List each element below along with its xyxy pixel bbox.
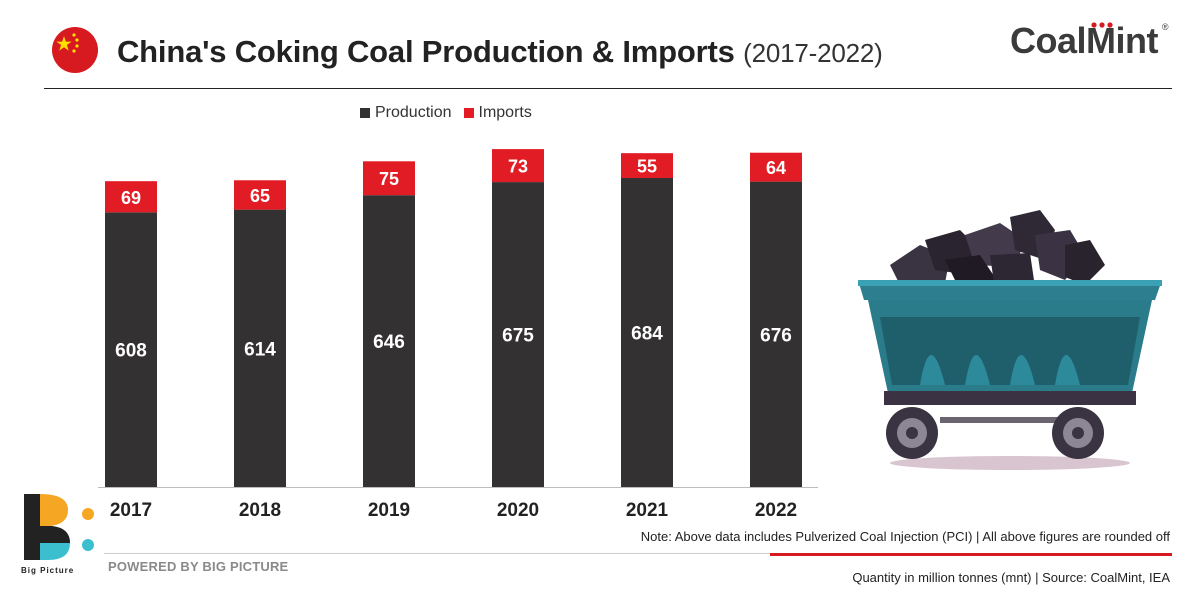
bar-production-2018 (234, 209, 286, 487)
bar-production-2022 (750, 181, 802, 487)
bar-imports-2022 (750, 152, 802, 182)
source-note: Quantity in million tonnes (mnt) | Sourc… (852, 570, 1170, 585)
bar-imports-2021 (621, 153, 673, 179)
bar-production-2019 (363, 195, 415, 487)
bar-imports-2018 (234, 180, 286, 210)
footnote: Note: Above data includes Pulverized Coa… (640, 529, 1170, 544)
data-label-production-2018: 614 (244, 339, 276, 360)
data-label-imports-2021: 55 (637, 157, 657, 177)
bar-imports-2017 (105, 181, 157, 213)
x-tick-label-2019: 2019 (368, 500, 410, 521)
legend-label-production: Production (375, 104, 452, 121)
chart-legend: Production Imports (360, 104, 544, 122)
x-tick-label-2020: 2020 (497, 500, 539, 521)
brand-registered-mark: ® (1161, 22, 1169, 32)
bar-production-2020 (492, 182, 544, 488)
data-label-production-2019: 646 (373, 332, 405, 353)
x-tick-label-2022: 2022 (755, 500, 797, 521)
legend-item-imports: Imports (463, 104, 532, 122)
data-label-imports-2019: 75 (379, 169, 399, 189)
brand-logo: CoalMint ® (1010, 20, 1168, 62)
china-flag-icon (52, 27, 98, 73)
big-picture-logo-icon (24, 494, 94, 560)
footer-divider-red (770, 553, 1172, 556)
brand-dots-icon (1091, 22, 1113, 28)
data-label-production-2020: 675 (502, 326, 534, 347)
header-divider (44, 88, 1172, 89)
bar-imports-2019 (363, 161, 415, 196)
chart-title: China's Coking Coal Production & Imports… (117, 34, 883, 70)
chart-title-main: China's Coking Coal Production & Imports (117, 34, 735, 69)
data-label-imports-2022: 64 (766, 158, 786, 178)
legend-swatch-production (360, 108, 370, 118)
bar-production-2021 (621, 178, 673, 487)
legend-label-imports: Imports (478, 104, 532, 121)
x-tick-label-2018: 2018 (239, 500, 281, 521)
legend-swatch-imports (463, 108, 474, 118)
data-label-production-2021: 684 (631, 324, 663, 345)
bar-production-2017 (105, 212, 157, 487)
chart-title-years: (2017-2022) (743, 38, 883, 68)
data-label-imports-2018: 65 (250, 186, 270, 206)
data-label-imports-2020: 73 (508, 157, 528, 177)
x-tick-label-2017: 2017 (110, 500, 152, 521)
data-label-production-2022: 676 (760, 325, 792, 346)
powered-by-label: POWERED BY BIG PICTURE (108, 559, 289, 574)
bar-imports-2020 (492, 149, 544, 183)
big-picture-logo-name: Big Picture (21, 566, 75, 575)
footer-divider-grey (104, 553, 770, 554)
coal-cart-icon (858, 210, 1162, 470)
brand-name: CoalMint (1010, 20, 1158, 61)
x-tick-label-2021: 2021 (626, 500, 669, 521)
data-label-imports-2017: 69 (121, 188, 141, 208)
data-label-production-2017: 608 (115, 341, 147, 362)
legend-item-production: Production (360, 104, 452, 122)
